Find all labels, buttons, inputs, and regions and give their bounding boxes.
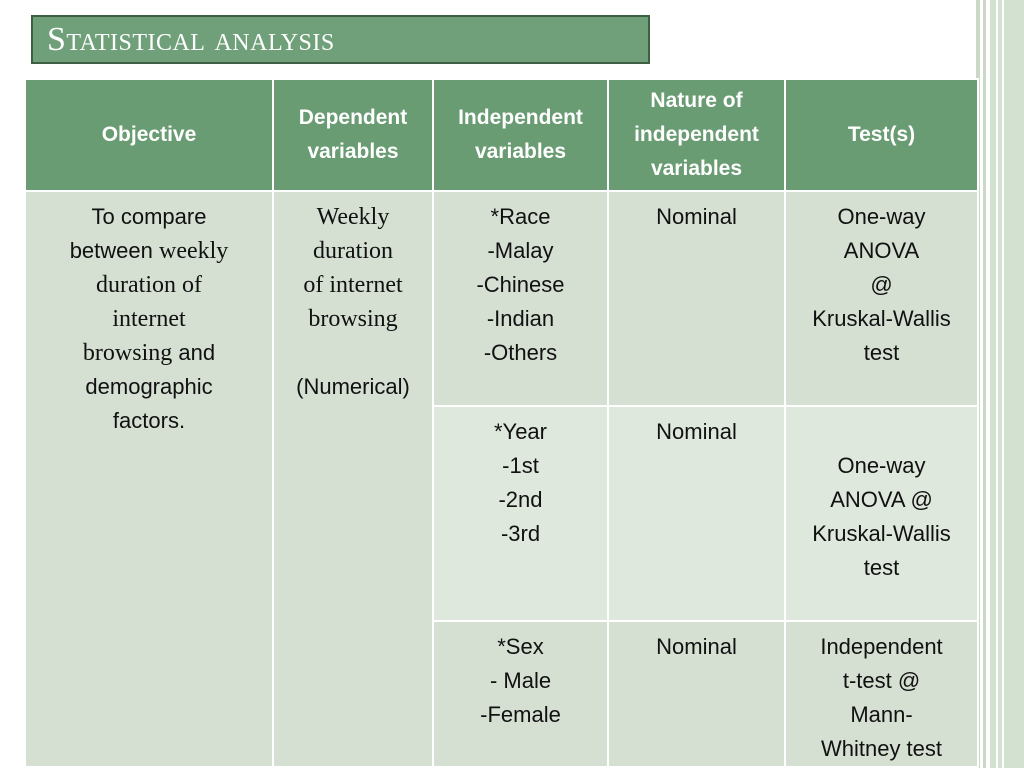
header-objective: Objective <box>24 78 274 192</box>
objective-text: browsing <box>82 340 173 366</box>
tests-line: Independent <box>820 634 943 659</box>
header-row: Objective Dependent variables Independen… <box>24 78 979 192</box>
independent-line: -1st <box>502 453 539 478</box>
independent-line: -Indian <box>486 306 555 331</box>
title-banner: Statistical analysis <box>31 15 650 64</box>
objective-line: factors. <box>112 408 186 433</box>
dependent-line: browsing <box>308 306 398 332</box>
independent-line: -Female <box>480 702 561 727</box>
table-row: *Year -1st -2nd -3rd Nominal One-way ANO… <box>25 405 979 622</box>
tests-line: test <box>863 555 900 580</box>
header-dependent-line: Dependent <box>298 106 408 129</box>
nature-cell: Nominal <box>607 190 786 407</box>
independent-line: -Chinese <box>476 272 565 297</box>
independent-line: -Malay <box>487 238 554 263</box>
header-objective-label: Objective <box>101 123 197 146</box>
tests-cell: One-way ANOVA @ Kruskal-Wallis test <box>784 405 979 622</box>
dependent-cell: Weekly duration of internet browsing (Nu… <box>272 190 434 768</box>
dependent-line: of internet <box>303 272 403 298</box>
tests-cell: Independent t-test @ Mann- Whitney test <box>784 620 979 768</box>
nature-cell: Nominal <box>607 620 786 768</box>
tests-line: One-way <box>837 204 926 229</box>
tests-line: Whitney test <box>820 736 943 761</box>
tests-line: Kruskal-Wallis <box>812 521 951 546</box>
objective-cell: To compare between weekly duration of in… <box>24 190 274 768</box>
tests-line: ANOVA @ <box>830 487 933 512</box>
tests-line: @ <box>870 272 893 297</box>
independent-cell: *Year -1st -2nd -3rd <box>432 405 609 622</box>
nature-value: Nominal <box>656 634 737 659</box>
independent-line: -3rd <box>500 521 541 546</box>
independent-line: -Others <box>483 340 558 365</box>
header-nature: Nature of independent variables <box>607 78 786 192</box>
dependent-type: (Numerical) <box>296 374 410 399</box>
analysis-table: Objective Dependent variables Independen… <box>24 78 979 768</box>
dependent-line: duration <box>313 238 393 264</box>
objective-line: To compare <box>91 204 207 229</box>
tests-cell: One-way ANOVA @ Kruskal-Wallis test <box>784 190 979 407</box>
nature-value: Nominal <box>656 419 737 444</box>
decor-stripe <box>996 0 998 768</box>
independent-line: - Male <box>489 668 552 693</box>
header-nature-line: Nature of <box>650 89 743 112</box>
tests-line: Mann- <box>850 702 913 727</box>
objective-line: internet <box>112 306 186 332</box>
independent-line: -2nd <box>498 487 543 512</box>
table-row: To compare between weekly duration of in… <box>24 190 979 768</box>
header-dependent: Dependent variables <box>272 78 434 192</box>
header-independent-line: Independent <box>458 106 583 129</box>
dependent-line: Weekly <box>316 204 390 230</box>
tests-line: One-way <box>837 453 926 478</box>
table-row: *Sex - Male -Female Nominal Independent … <box>25 620 979 768</box>
independent-line: *Race <box>490 204 551 229</box>
tests-line: Kruskal-Wallis <box>812 306 951 331</box>
decor-stripe <box>990 0 1024 768</box>
independent-cell: *Race -Malay -Chinese -Indian -Others <box>432 190 609 407</box>
tests-line: ANOVA <box>843 238 920 263</box>
objective-text: and <box>172 340 216 365</box>
nature-cell: Nominal <box>607 405 786 622</box>
header-nature-line: independent <box>634 123 759 146</box>
spacer <box>280 336 426 370</box>
objective-line: duration of <box>96 272 202 298</box>
independent-line: *Sex <box>497 634 544 659</box>
header-dependent-line: variables <box>307 140 399 163</box>
objective-text: weekly <box>158 238 229 264</box>
header-independent-line: variables <box>474 140 567 163</box>
decor-stripe <box>983 0 986 768</box>
slide-title: Statistical analysis <box>47 21 335 58</box>
tests-line: test <box>863 340 900 365</box>
tests-line: t-test @ <box>842 668 921 693</box>
header-tests: Test(s) <box>784 78 979 192</box>
nature-value: Nominal <box>656 204 737 229</box>
header-tests-label: Test(s) <box>847 123 916 146</box>
decor-stripe <box>1002 0 1004 768</box>
decor-stripe <box>976 0 980 768</box>
independent-line: *Year <box>493 419 547 444</box>
header-independent: Independent variables <box>432 78 609 192</box>
independent-cell: *Sex - Male -Female <box>432 620 609 768</box>
objective-text: between <box>69 238 159 263</box>
header-nature-line: variables <box>650 157 743 180</box>
objective-line: demographic <box>85 374 213 399</box>
